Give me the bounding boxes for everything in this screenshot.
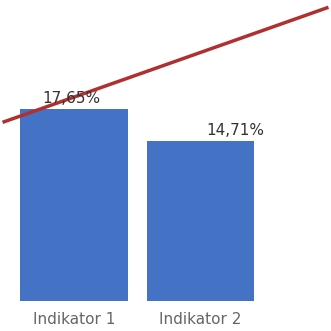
- Text: 14,71%: 14,71%: [207, 123, 264, 138]
- Text: 17,65%: 17,65%: [42, 91, 100, 106]
- Bar: [20, 109, 127, 301]
- Bar: [147, 141, 254, 301]
